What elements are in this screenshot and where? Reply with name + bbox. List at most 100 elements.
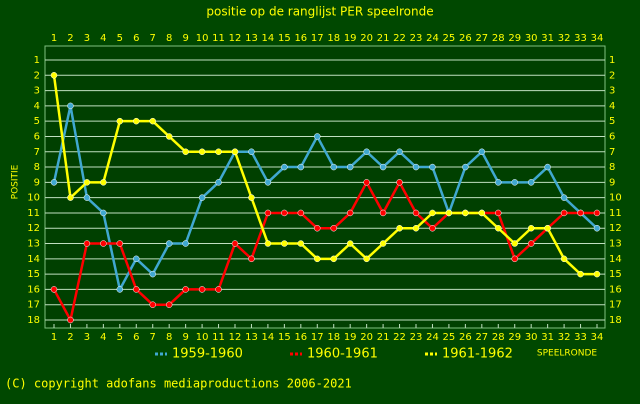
plot-area xyxy=(44,45,606,329)
x-tick-label-bottom: 12 xyxy=(229,332,242,343)
y-tick-label-right: 12 xyxy=(609,223,622,234)
x-tick-label: 32 xyxy=(558,33,571,44)
x-tick-label-bottom: 20 xyxy=(360,332,373,343)
y-tick-label-right: 2 xyxy=(609,70,615,81)
x-tick-label-bottom: 1 xyxy=(51,332,57,343)
data-point xyxy=(593,224,601,232)
data-point xyxy=(297,163,305,171)
data-point xyxy=(314,133,321,140)
data-point xyxy=(544,163,551,171)
data-point xyxy=(462,209,469,217)
y-tick-label: 14 xyxy=(27,254,40,265)
data-point xyxy=(363,179,370,186)
data-point xyxy=(593,209,601,217)
x-tick-label: 5 xyxy=(117,33,123,44)
x-tick-label: 26 xyxy=(459,33,472,44)
data-point xyxy=(248,194,255,201)
x-tick-label-bottom: 6 xyxy=(133,332,139,343)
data-point xyxy=(165,133,173,140)
data-point xyxy=(116,117,124,125)
x-tick-label-bottom: 25 xyxy=(443,332,456,343)
data-point xyxy=(346,209,354,217)
data-point xyxy=(495,209,502,217)
x-tick-label-bottom: 33 xyxy=(574,332,587,343)
x-tick-label-bottom: 22 xyxy=(393,332,406,343)
x-tick-label: 27 xyxy=(475,33,488,44)
data-point xyxy=(100,179,107,186)
data-point xyxy=(50,286,58,293)
y-tick-label-right: 16 xyxy=(609,284,622,295)
y-tick-label-right: 4 xyxy=(609,101,615,112)
data-point xyxy=(149,117,156,125)
y-tick-label-right: 18 xyxy=(609,315,622,326)
data-point xyxy=(297,209,305,217)
data-point xyxy=(412,163,420,171)
x-axis-label: SPEELRONDE xyxy=(537,349,598,359)
x-tick-label-bottom: 10 xyxy=(196,332,209,343)
x-tick-label: 29 xyxy=(508,33,521,44)
y-tick-label: 16 xyxy=(27,284,40,295)
data-point xyxy=(165,240,173,247)
x-tick-label-bottom: 32 xyxy=(558,332,571,343)
x-tick-label-bottom: 17 xyxy=(311,332,324,343)
data-point xyxy=(198,194,206,201)
x-tick-label: 24 xyxy=(426,33,439,44)
data-point xyxy=(67,316,74,324)
y-tick-label: 11 xyxy=(27,208,40,219)
data-point xyxy=(264,209,272,217)
x-tick-label-bottom: 11 xyxy=(212,332,225,343)
data-point xyxy=(495,179,502,186)
data-point xyxy=(231,240,239,247)
data-point xyxy=(215,286,222,293)
data-point xyxy=(281,163,288,171)
y-tick-label: 6 xyxy=(34,131,40,142)
data-point xyxy=(346,163,354,171)
y-tick-label-right: 11 xyxy=(609,208,622,219)
data-point xyxy=(544,224,551,232)
y-tick-label: 18 xyxy=(27,315,40,326)
data-point xyxy=(462,163,469,171)
x-tick-label-bottom: 26 xyxy=(459,332,472,343)
x-tick-label-bottom: 15 xyxy=(278,332,291,343)
data-point xyxy=(100,240,107,247)
data-point xyxy=(100,209,107,217)
legend-label: 1960-1961 xyxy=(307,347,378,362)
data-point xyxy=(231,148,239,156)
x-tick-label-bottom: 24 xyxy=(426,332,439,343)
x-tick-label: 8 xyxy=(166,33,172,44)
y-tick-label-right: 1 xyxy=(609,55,615,66)
data-point xyxy=(83,240,91,247)
x-tick-label: 2 xyxy=(67,33,73,44)
data-point xyxy=(560,194,568,201)
x-tick-label: 22 xyxy=(393,33,406,44)
data-point xyxy=(149,270,156,278)
data-point xyxy=(198,286,206,293)
x-tick-label-bottom: 31 xyxy=(541,332,554,343)
x-tick-label-bottom: 9 xyxy=(182,332,188,343)
data-point xyxy=(495,224,502,232)
x-tick-label: 9 xyxy=(182,33,188,44)
y-tick-label: 15 xyxy=(27,269,40,280)
y-tick-label: 17 xyxy=(27,300,40,311)
data-point xyxy=(396,224,403,232)
data-point xyxy=(297,240,305,247)
y-tick-label: 7 xyxy=(34,147,40,158)
x-tick-label-bottom: 14 xyxy=(262,332,275,343)
data-point xyxy=(264,240,272,247)
x-tick-label: 1 xyxy=(51,33,57,44)
data-point xyxy=(67,102,74,110)
x-tick-label: 15 xyxy=(278,33,291,44)
x-tick-label: 21 xyxy=(377,33,390,44)
data-point xyxy=(50,72,58,79)
data-point xyxy=(429,163,436,171)
data-point xyxy=(346,240,354,247)
x-tick-label-bottom: 19 xyxy=(344,332,357,343)
y-tick-label-right: 17 xyxy=(609,300,622,311)
data-point xyxy=(215,148,222,156)
data-point xyxy=(560,255,568,263)
x-tick-label: 11 xyxy=(212,33,225,44)
data-point xyxy=(248,255,255,263)
x-tick-label: 20 xyxy=(360,33,373,44)
data-point xyxy=(412,209,420,217)
data-point xyxy=(67,194,74,201)
